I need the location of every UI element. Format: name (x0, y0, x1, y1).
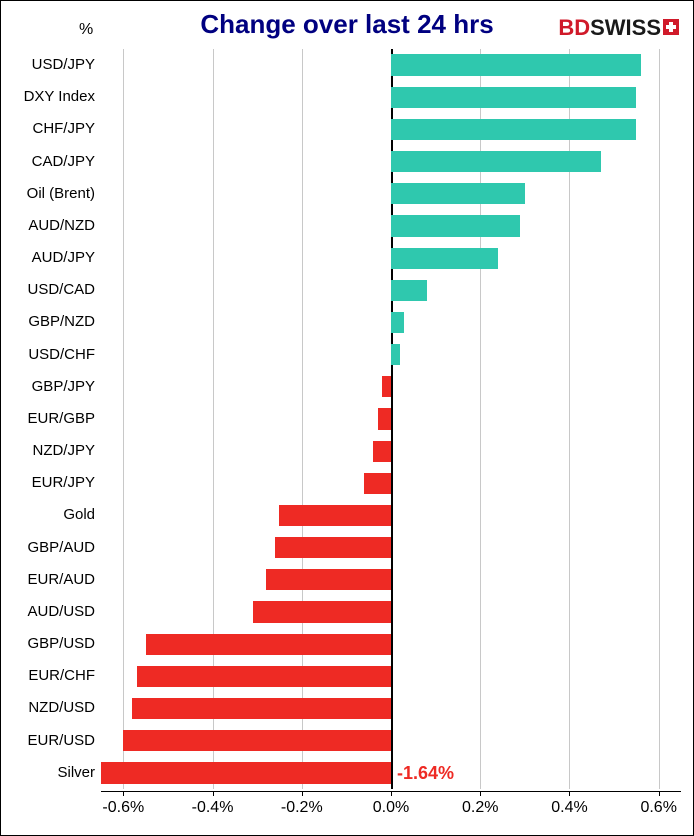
bar (391, 344, 400, 365)
chart-row: NZD/USD (101, 692, 681, 724)
category-label: USD/CAD (1, 274, 95, 306)
x-tick-label: 0.0% (373, 799, 409, 817)
x-tick-label: 0.6% (640, 799, 676, 817)
category-label: GBP/JPY (1, 371, 95, 403)
x-tick (480, 791, 481, 796)
bar (391, 215, 520, 236)
category-label: AUD/JPY (1, 242, 95, 274)
chart-row: AUD/JPY (101, 242, 681, 274)
brand-logo: BDSWISS (558, 15, 679, 41)
category-label: CHF/JPY (1, 113, 95, 145)
bar (364, 473, 391, 494)
bar (391, 87, 636, 108)
chart-row: USD/JPY (101, 49, 681, 81)
chart-row: EUR/JPY (101, 467, 681, 499)
category-label: USD/CHF (1, 339, 95, 371)
chart-row: GBP/JPY (101, 371, 681, 403)
bar (391, 280, 427, 301)
x-tick (391, 791, 392, 796)
bar (391, 248, 498, 269)
x-tick (213, 791, 214, 796)
category-label: DXY Index (1, 81, 95, 113)
category-label: GBP/USD (1, 628, 95, 660)
chart-row: CHF/JPY (101, 113, 681, 145)
x-tick-label: -0.4% (192, 799, 234, 817)
bar (391, 183, 525, 204)
category-label: GBP/NZD (1, 306, 95, 338)
chart-row: NZD/JPY (101, 435, 681, 467)
category-label: EUR/AUD (1, 564, 95, 596)
bar (146, 634, 391, 655)
chart-row: CAD/JPY (101, 146, 681, 178)
bar (253, 601, 391, 622)
category-label: AUD/USD (1, 596, 95, 628)
chart-row: Oil (Brent) (101, 178, 681, 210)
bar (101, 762, 391, 783)
category-label: Silver (1, 757, 95, 789)
category-label: Oil (Brent) (1, 178, 95, 210)
bar (391, 151, 601, 172)
category-label: AUD/NZD (1, 210, 95, 242)
chart-row: Gold (101, 499, 681, 531)
bar (391, 54, 641, 75)
bar (123, 730, 391, 751)
y-axis-label: % (79, 21, 93, 39)
chart-row: DXY Index (101, 81, 681, 113)
chart-row: Silver-1.64% (101, 757, 681, 789)
bar (132, 698, 391, 719)
bar (137, 666, 391, 687)
chart-row: USD/CAD (101, 274, 681, 306)
category-label: NZD/USD (1, 692, 95, 724)
category-label: EUR/CHF (1, 660, 95, 692)
bar (391, 312, 404, 333)
category-label: USD/JPY (1, 49, 95, 81)
category-label: EUR/USD (1, 725, 95, 757)
logo-bd-text: BD (558, 15, 590, 40)
category-label: CAD/JPY (1, 146, 95, 178)
plot-area: USD/JPYDXY IndexCHF/JPYCAD/JPYOil (Brent… (101, 49, 681, 789)
chart-row: USD/CHF (101, 339, 681, 371)
bar (382, 376, 391, 397)
chart-row: AUD/NZD (101, 210, 681, 242)
bar (373, 441, 391, 462)
bar (266, 569, 391, 590)
x-tick-label: 0.2% (462, 799, 498, 817)
x-tick (569, 791, 570, 796)
bar (275, 537, 391, 558)
logo-swiss-text: SWISS (590, 15, 661, 40)
bar (279, 505, 391, 526)
x-tick (659, 791, 660, 796)
x-tick (123, 791, 124, 796)
x-tick-label: 0.4% (551, 799, 587, 817)
chart-row: EUR/AUD (101, 564, 681, 596)
chart-row: EUR/CHF (101, 660, 681, 692)
x-tick (302, 791, 303, 796)
category-label: NZD/JPY (1, 435, 95, 467)
category-label: GBP/AUD (1, 532, 95, 564)
category-label: EUR/GBP (1, 403, 95, 435)
chart-row: GBP/USD (101, 628, 681, 660)
chart-row: GBP/NZD (101, 306, 681, 338)
chart-row: EUR/USD (101, 725, 681, 757)
swiss-cross-icon (663, 19, 679, 35)
x-tick-label: -0.2% (281, 799, 323, 817)
chart-row: AUD/USD (101, 596, 681, 628)
category-label: EUR/JPY (1, 467, 95, 499)
chart-row: EUR/GBP (101, 403, 681, 435)
bar (378, 408, 391, 429)
x-tick-label: -0.6% (102, 799, 144, 817)
bar (391, 119, 636, 140)
value-annotation: -1.64% (397, 763, 454, 784)
chart-container: Change over last 24 hrs % BDSWISS USD/JP… (0, 0, 694, 836)
category-label: Gold (1, 499, 95, 531)
chart-row: GBP/AUD (101, 532, 681, 564)
